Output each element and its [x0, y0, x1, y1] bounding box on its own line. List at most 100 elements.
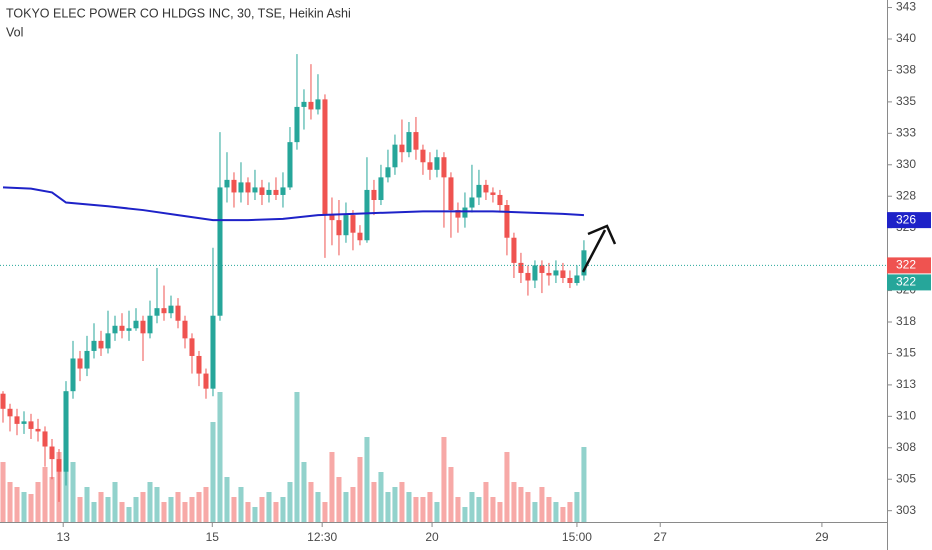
candle-body [532, 265, 538, 281]
volume-bar [399, 482, 405, 522]
volume-bar [126, 507, 132, 522]
candle-body [119, 325, 125, 331]
volume-bar [490, 497, 496, 522]
volume-bar [553, 502, 559, 522]
candle-body [371, 189, 377, 200]
volume-bar [147, 482, 153, 522]
volume-bar [448, 467, 454, 522]
volume-bar [511, 482, 517, 522]
volume-bar [371, 482, 377, 522]
candle-body [343, 215, 349, 236]
volume-bar [525, 492, 531, 522]
candle-body [217, 187, 223, 316]
candle-body [70, 358, 76, 392]
candle-body [434, 157, 440, 170]
volume-bar [266, 492, 272, 522]
candle-body [98, 340, 104, 349]
volume-bar [0, 462, 6, 522]
volume-bar [196, 492, 202, 522]
price-tag [887, 274, 931, 291]
candle-body [203, 373, 209, 389]
annotation-arrow-head [587, 224, 617, 245]
candle-body [7, 408, 13, 417]
volume-bar [175, 492, 181, 522]
volume-bar [301, 462, 307, 522]
volume-bar [350, 487, 356, 522]
candle-body [63, 391, 69, 472]
volume-bar [287, 482, 293, 522]
candle-body [182, 320, 188, 339]
candle-body [35, 428, 41, 432]
volume-bar [427, 492, 433, 522]
volume-bar [98, 492, 104, 522]
y-tick-label: 340 [896, 31, 916, 45]
x-tick-label: 13 [57, 530, 71, 544]
y-tick-label: 313 [896, 377, 916, 391]
y-tick-label: 303 [896, 503, 916, 517]
volume-bar [91, 502, 97, 522]
candle-body [294, 106, 300, 143]
candle-body [21, 421, 27, 424]
candle-body [581, 250, 587, 276]
volume-bar [420, 497, 426, 522]
volume-bar [364, 437, 370, 522]
candle-body [399, 144, 405, 153]
volume-bar [476, 497, 482, 522]
candle-body [14, 416, 20, 424]
candle-body [560, 270, 566, 278]
candle-body [504, 205, 510, 238]
candle-body [224, 179, 230, 188]
y-tick-label: 315 [896, 346, 916, 360]
volume-bar [469, 492, 475, 522]
volume-bar [14, 487, 20, 522]
volume-bar [154, 487, 160, 522]
candle-body [196, 355, 202, 374]
candle-body [420, 149, 426, 163]
candle-body [392, 144, 398, 168]
volume-bar [133, 497, 139, 522]
candle-body [245, 182, 251, 193]
candle-body [56, 459, 62, 472]
volume-bar [322, 502, 328, 522]
chart-subtitle: Vol [6, 25, 23, 39]
x-tick-label: 27 [654, 530, 668, 544]
volume-bar [203, 487, 209, 522]
volume-bar [504, 452, 510, 522]
candle-body [259, 187, 265, 195]
candle-body [154, 308, 160, 316]
candle-body [490, 192, 496, 195]
volume-bar [455, 497, 461, 522]
candle-body [511, 237, 517, 263]
candle-body [210, 315, 216, 389]
candle-body [287, 142, 293, 188]
candle-body [273, 189, 279, 195]
chart-title: TOKYO ELEC POWER CO HLDGS INC, 30, TSE, … [6, 6, 351, 20]
candle-body [455, 210, 461, 218]
volume-bar [574, 492, 580, 522]
candle-body [483, 184, 489, 193]
candle-body [427, 162, 433, 170]
volume-bar [539, 487, 545, 522]
candle-body [0, 393, 6, 409]
volume-bar [315, 492, 321, 522]
candle-body [238, 182, 244, 193]
y-tick-label: 343 [896, 0, 916, 14]
volume-bar [70, 462, 76, 522]
candle-body [168, 305, 174, 314]
candle-body [378, 177, 384, 200]
price-tag-label: 322 [896, 258, 916, 272]
volume-bar [434, 502, 440, 522]
volume-bar [406, 492, 412, 522]
candle-body [133, 320, 139, 329]
candle-body [84, 350, 90, 369]
candle-body [77, 358, 83, 369]
candle-body [357, 232, 363, 241]
price-tag [887, 257, 931, 274]
volume-bar [378, 472, 384, 522]
candle-body [231, 179, 237, 193]
volume-bar [343, 492, 349, 522]
candle-body [308, 101, 314, 110]
candle-body [525, 272, 531, 281]
